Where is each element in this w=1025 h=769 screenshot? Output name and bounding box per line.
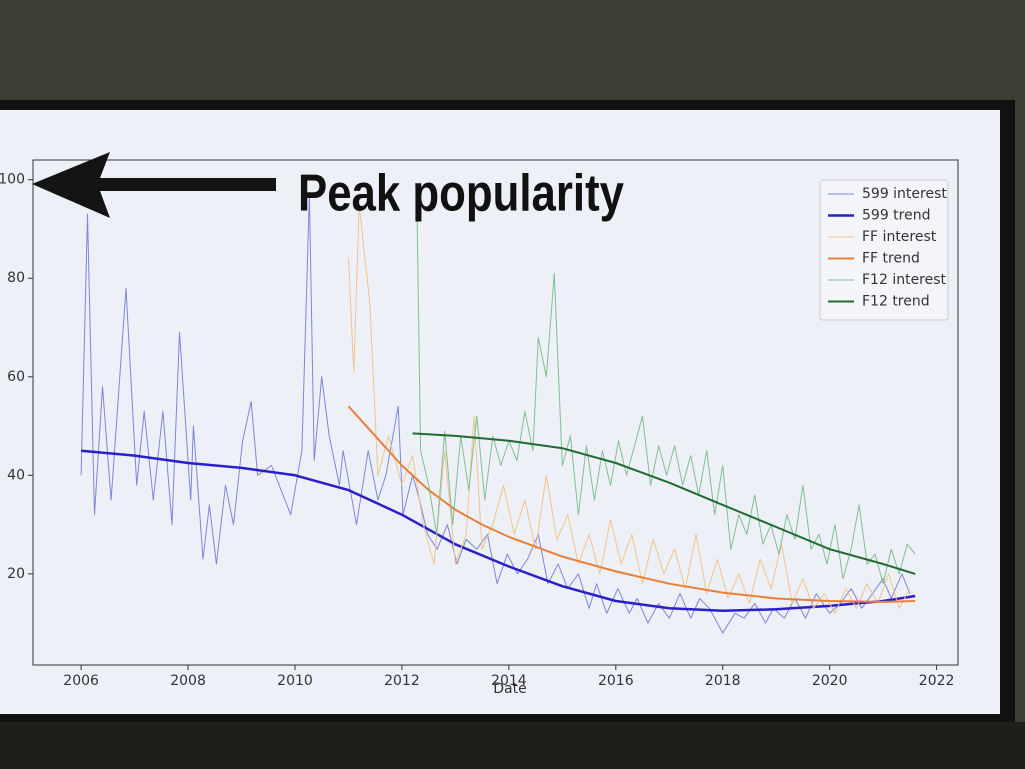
x-tick-label: 2008 bbox=[170, 673, 206, 689]
x-axis-label: Date bbox=[493, 681, 526, 697]
stand bbox=[0, 722, 1025, 769]
x-tick-label: 2014 bbox=[491, 673, 527, 689]
x-tick-label: 2018 bbox=[705, 673, 741, 689]
plot-frame bbox=[32, 159, 959, 666]
series-line bbox=[412, 432, 916, 575]
x-tick-label: 2012 bbox=[384, 673, 420, 689]
y-tick-label: 20 bbox=[7, 566, 25, 582]
annotation: Peak popularity bbox=[298, 165, 624, 223]
annotation-arrow bbox=[32, 152, 276, 218]
legend-label: FF interest bbox=[862, 229, 937, 245]
series-line bbox=[348, 203, 911, 614]
legend-label: F12 trend bbox=[862, 294, 930, 310]
legend-label: 599 interest bbox=[862, 186, 947, 202]
legend-label: 599 trend bbox=[862, 208, 930, 224]
y-tick-label: 100 bbox=[0, 172, 25, 188]
y-tick-label: 60 bbox=[7, 369, 25, 385]
x-tick-label: 2020 bbox=[812, 673, 848, 689]
series-line bbox=[80, 449, 916, 613]
x-tick-label: 2010 bbox=[277, 673, 313, 689]
x-tick-label: 2006 bbox=[63, 673, 99, 689]
series-line bbox=[80, 194, 911, 634]
legend-label: F12 interest bbox=[862, 272, 947, 288]
chart: 20 40 60 80 100 2006 2008 2010 2012 2014 2016 2018 2… bbox=[0, 172, 954, 689]
legend-label: FF trend bbox=[862, 251, 920, 267]
x-tick-label: 2022 bbox=[919, 673, 955, 689]
y-tick-label: 40 bbox=[7, 467, 25, 483]
series-line bbox=[347, 405, 916, 603]
y-tick-label: 80 bbox=[7, 270, 25, 286]
x-tick-label: 2016 bbox=[598, 673, 634, 689]
series-line bbox=[416, 204, 916, 585]
